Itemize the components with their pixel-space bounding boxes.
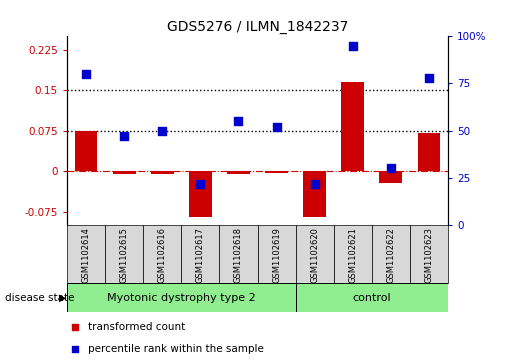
Bar xyxy=(105,225,143,283)
Point xyxy=(272,124,281,130)
Bar xyxy=(296,225,334,283)
Bar xyxy=(372,225,410,283)
Point xyxy=(120,134,128,139)
Text: transformed count: transformed count xyxy=(88,322,185,333)
Bar xyxy=(303,171,326,217)
Text: GSM1102622: GSM1102622 xyxy=(386,227,396,283)
Text: ▶: ▶ xyxy=(59,293,67,303)
Bar xyxy=(265,171,288,173)
Point xyxy=(311,181,319,187)
Title: GDS5276 / ILMN_1842237: GDS5276 / ILMN_1842237 xyxy=(167,20,348,34)
Bar xyxy=(258,225,296,283)
Point xyxy=(196,181,204,187)
Text: GSM1102619: GSM1102619 xyxy=(272,227,281,283)
Text: GSM1102621: GSM1102621 xyxy=(348,227,357,283)
Bar xyxy=(410,225,448,283)
Bar xyxy=(181,225,219,283)
Text: GSM1102618: GSM1102618 xyxy=(234,227,243,283)
Text: GSM1102614: GSM1102614 xyxy=(81,227,91,283)
Text: GSM1102616: GSM1102616 xyxy=(158,227,167,283)
Bar xyxy=(418,133,440,171)
Bar xyxy=(143,225,181,283)
Text: GSM1102623: GSM1102623 xyxy=(424,227,434,283)
Bar xyxy=(341,82,364,171)
Point xyxy=(323,205,331,211)
Bar xyxy=(334,225,372,283)
Bar xyxy=(151,171,174,174)
Bar xyxy=(189,171,212,217)
Bar xyxy=(67,283,296,312)
Text: GSM1102620: GSM1102620 xyxy=(310,227,319,283)
Bar xyxy=(380,171,402,183)
Text: Myotonic dystrophy type 2: Myotonic dystrophy type 2 xyxy=(107,293,255,303)
Text: control: control xyxy=(352,293,391,303)
Text: percentile rank within the sample: percentile rank within the sample xyxy=(88,344,264,354)
Point xyxy=(349,43,357,49)
Point xyxy=(82,71,90,77)
Bar xyxy=(227,171,250,174)
Text: GSM1102615: GSM1102615 xyxy=(119,227,129,283)
Point xyxy=(387,166,395,171)
Bar xyxy=(113,171,135,174)
Point xyxy=(425,75,433,81)
Point xyxy=(323,11,331,17)
Bar xyxy=(67,225,105,283)
Bar xyxy=(219,225,258,283)
Text: disease state: disease state xyxy=(5,293,75,303)
Point xyxy=(158,128,166,134)
Bar xyxy=(75,131,97,171)
Bar xyxy=(296,283,448,312)
Text: GSM1102617: GSM1102617 xyxy=(196,227,205,283)
Point xyxy=(234,118,243,124)
